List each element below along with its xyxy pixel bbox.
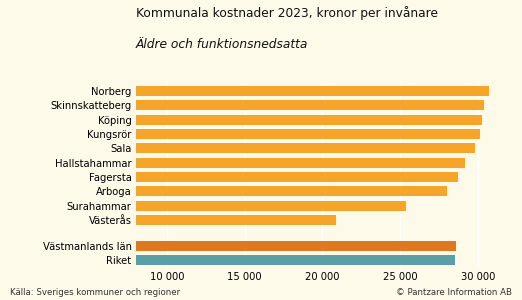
Bar (11, 200, 406, 211)
Bar (11, 255, 455, 265)
Text: Källa: Sveriges kommuner och regioner: Källa: Sveriges kommuner och regioner (10, 288, 181, 297)
Text: Kommunala kostnader 2023, kronor per invånare: Kommunala kostnader 2023, kronor per inv… (136, 6, 438, 20)
Bar (11, 172, 458, 182)
Bar (11, 143, 474, 153)
Bar (11, 158, 466, 168)
Bar (11, 115, 482, 125)
Bar (11, 86, 489, 96)
Text: © Pantzare Information AB: © Pantzare Information AB (396, 288, 512, 297)
Bar (11, 241, 456, 250)
Text: Äldre och funktionsnedsatta: Äldre och funktionsnedsatta (136, 38, 308, 50)
Bar (11, 186, 447, 196)
Bar (11, 129, 480, 139)
Bar (11, 215, 336, 225)
Bar (11, 100, 484, 110)
